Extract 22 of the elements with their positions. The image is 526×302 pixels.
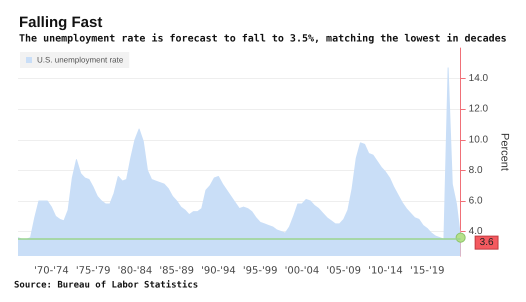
x-tick-label: '95-'99 — [242, 266, 278, 276]
x-tick-label: '90-'94 — [201, 266, 236, 276]
chart-subtitle: The unemployment rate is forecast to fall to 3.5%, matching the lowest in decades — [19, 32, 507, 44]
y-tick-label: 12.0 — [468, 104, 489, 115]
data-label: 3.6 — [480, 237, 494, 248]
y-axis-title: Percent — [498, 133, 510, 171]
x-tick-label: '15-'19 — [410, 266, 445, 276]
x-tick-label: '80-'84 — [118, 266, 152, 276]
source-note: Source: Bureau of Labor Statistics — [14, 280, 198, 290]
y-tick-label: 10.0 — [468, 134, 489, 146]
x-tick-label: '00-'04 — [284, 266, 320, 276]
x-tick-label: '70-'74 — [34, 266, 69, 276]
y-tick-label: 8.0 — [468, 164, 483, 176]
x-tick-label: '10-'14 — [368, 266, 403, 276]
x-tick-label: '85-'89 — [159, 266, 194, 276]
legend-label: U.S. unemployment rate — [37, 56, 124, 64]
y-tick-label: 14.0 — [468, 73, 489, 84]
x-tick-label: '75-'79 — [76, 266, 110, 276]
x-tick-label: '05-'09 — [326, 266, 361, 276]
chart-title: Falling Fast — [19, 14, 102, 31]
y-tick-label: 4.0 — [468, 226, 483, 238]
y-tick-label: 6.0 — [468, 195, 483, 206]
